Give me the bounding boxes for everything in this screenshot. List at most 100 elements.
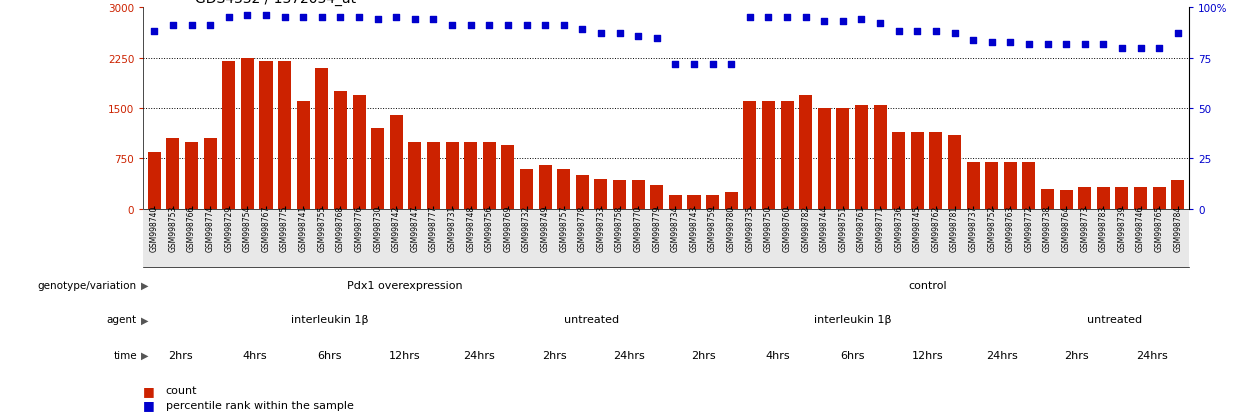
Text: Pdx1 overexpression: Pdx1 overexpression xyxy=(347,280,462,290)
Point xyxy=(1074,41,1094,48)
Bar xyxy=(1022,162,1036,209)
Bar xyxy=(669,196,682,209)
Bar xyxy=(781,102,793,209)
Point xyxy=(629,33,649,40)
Point xyxy=(219,15,239,21)
Point xyxy=(405,17,425,24)
Bar xyxy=(539,166,552,209)
Text: count: count xyxy=(166,385,197,395)
Text: untreated: untreated xyxy=(564,315,619,325)
Bar xyxy=(631,180,645,209)
Point xyxy=(1130,45,1150,52)
Point xyxy=(1093,41,1113,48)
Point xyxy=(144,29,164,36)
Text: 24hrs: 24hrs xyxy=(1135,350,1168,360)
Point xyxy=(461,23,481,30)
Point xyxy=(908,29,928,36)
Bar xyxy=(613,180,626,209)
Point xyxy=(238,13,258,19)
Text: 6hrs: 6hrs xyxy=(317,350,342,360)
Bar xyxy=(874,105,886,209)
Point xyxy=(702,61,722,68)
Text: 4hrs: 4hrs xyxy=(766,350,791,360)
Text: 2hrs: 2hrs xyxy=(168,350,193,360)
Text: interleukin 1β: interleukin 1β xyxy=(814,315,891,325)
Point xyxy=(1112,45,1132,52)
Text: 12hrs: 12hrs xyxy=(388,350,421,360)
Point xyxy=(1149,45,1169,52)
Text: interleukin 1β: interleukin 1β xyxy=(291,315,369,325)
Text: ▶: ▶ xyxy=(141,315,148,325)
Point xyxy=(367,17,387,24)
Bar xyxy=(650,186,664,209)
Bar xyxy=(167,139,179,209)
Point xyxy=(386,15,406,21)
Text: ■: ■ xyxy=(143,398,154,411)
Bar xyxy=(893,132,905,209)
Bar xyxy=(278,62,291,209)
Text: control: control xyxy=(908,280,947,290)
Point xyxy=(1168,31,1188,38)
Point xyxy=(964,37,984,44)
Bar xyxy=(687,196,701,209)
Text: time: time xyxy=(113,350,137,360)
Point xyxy=(777,15,797,21)
Text: percentile rank within the sample: percentile rank within the sample xyxy=(166,400,354,410)
Text: 24hrs: 24hrs xyxy=(613,350,645,360)
Bar xyxy=(408,142,421,209)
Bar xyxy=(186,142,198,209)
Bar xyxy=(352,95,366,209)
Point xyxy=(498,23,518,30)
Bar xyxy=(911,132,924,209)
Bar xyxy=(223,62,235,209)
Point xyxy=(665,61,685,68)
Point xyxy=(945,31,965,38)
Bar xyxy=(558,169,570,209)
Point xyxy=(982,39,1002,46)
Point xyxy=(1056,41,1076,48)
Bar xyxy=(502,146,514,209)
Bar xyxy=(446,142,458,209)
Point xyxy=(275,15,295,21)
Point xyxy=(721,61,741,68)
Bar xyxy=(334,92,347,209)
Bar xyxy=(929,132,942,209)
Point xyxy=(758,15,778,21)
Text: untreated: untreated xyxy=(1087,315,1142,325)
Point xyxy=(1037,41,1057,48)
Bar xyxy=(464,142,477,209)
Bar xyxy=(985,162,998,209)
Text: 24hrs: 24hrs xyxy=(986,350,1018,360)
Point xyxy=(833,19,853,26)
Bar xyxy=(1153,188,1165,209)
Point xyxy=(349,15,369,21)
Bar xyxy=(743,102,756,209)
Text: 2hrs: 2hrs xyxy=(542,350,566,360)
Point xyxy=(1001,39,1021,46)
Point xyxy=(330,15,350,21)
Bar xyxy=(1116,188,1128,209)
Point xyxy=(796,15,815,21)
Point xyxy=(479,23,499,30)
Point xyxy=(1018,41,1038,48)
Point xyxy=(554,23,574,30)
Point xyxy=(647,35,667,42)
Bar xyxy=(259,62,273,209)
Point xyxy=(163,23,183,30)
Point xyxy=(200,23,220,30)
Bar xyxy=(725,192,738,209)
Bar xyxy=(148,152,161,209)
Bar xyxy=(1041,189,1055,209)
Point xyxy=(684,61,703,68)
Bar xyxy=(204,139,217,209)
Point xyxy=(740,15,759,21)
Point xyxy=(573,27,593,34)
Bar xyxy=(762,102,774,209)
Text: 2hrs: 2hrs xyxy=(691,350,716,360)
Point xyxy=(182,23,202,30)
Point xyxy=(889,29,909,36)
Point xyxy=(926,29,946,36)
Bar xyxy=(706,196,720,209)
Text: genotype/variation: genotype/variation xyxy=(37,280,137,290)
Text: ■: ■ xyxy=(143,384,154,397)
